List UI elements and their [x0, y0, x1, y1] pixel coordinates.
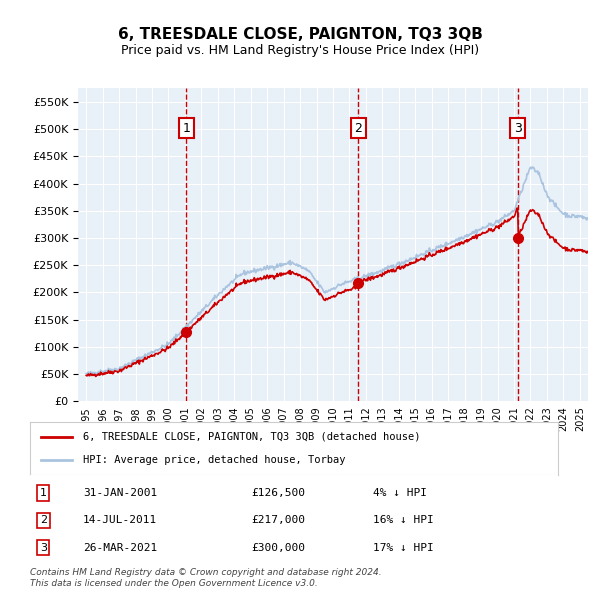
- Text: Contains HM Land Registry data © Crown copyright and database right 2024.: Contains HM Land Registry data © Crown c…: [30, 568, 382, 576]
- Text: 3: 3: [40, 543, 47, 553]
- Text: 14-JUL-2011: 14-JUL-2011: [83, 516, 157, 525]
- Text: 6, TREESDALE CLOSE, PAIGNTON, TQ3 3QB (detached house): 6, TREESDALE CLOSE, PAIGNTON, TQ3 3QB (d…: [83, 432, 420, 442]
- Text: 16% ↓ HPI: 16% ↓ HPI: [373, 516, 434, 525]
- Text: 6, TREESDALE CLOSE, PAIGNTON, TQ3 3QB: 6, TREESDALE CLOSE, PAIGNTON, TQ3 3QB: [118, 27, 482, 41]
- Text: Price paid vs. HM Land Registry's House Price Index (HPI): Price paid vs. HM Land Registry's House …: [121, 44, 479, 57]
- Text: 4% ↓ HPI: 4% ↓ HPI: [373, 488, 427, 498]
- Text: 2: 2: [355, 122, 362, 135]
- Text: £126,500: £126,500: [252, 488, 306, 498]
- Text: 2: 2: [40, 516, 47, 525]
- Text: This data is licensed under the Open Government Licence v3.0.: This data is licensed under the Open Gov…: [30, 579, 318, 588]
- Text: HPI: Average price, detached house, Torbay: HPI: Average price, detached house, Torb…: [83, 455, 346, 465]
- Text: 31-JAN-2001: 31-JAN-2001: [83, 488, 157, 498]
- Text: 3: 3: [514, 122, 521, 135]
- Text: £300,000: £300,000: [252, 543, 306, 553]
- Text: 1: 1: [40, 488, 47, 498]
- Text: 26-MAR-2021: 26-MAR-2021: [83, 543, 157, 553]
- Text: 17% ↓ HPI: 17% ↓ HPI: [373, 543, 434, 553]
- Text: 1: 1: [182, 122, 190, 135]
- Text: £217,000: £217,000: [252, 516, 306, 525]
